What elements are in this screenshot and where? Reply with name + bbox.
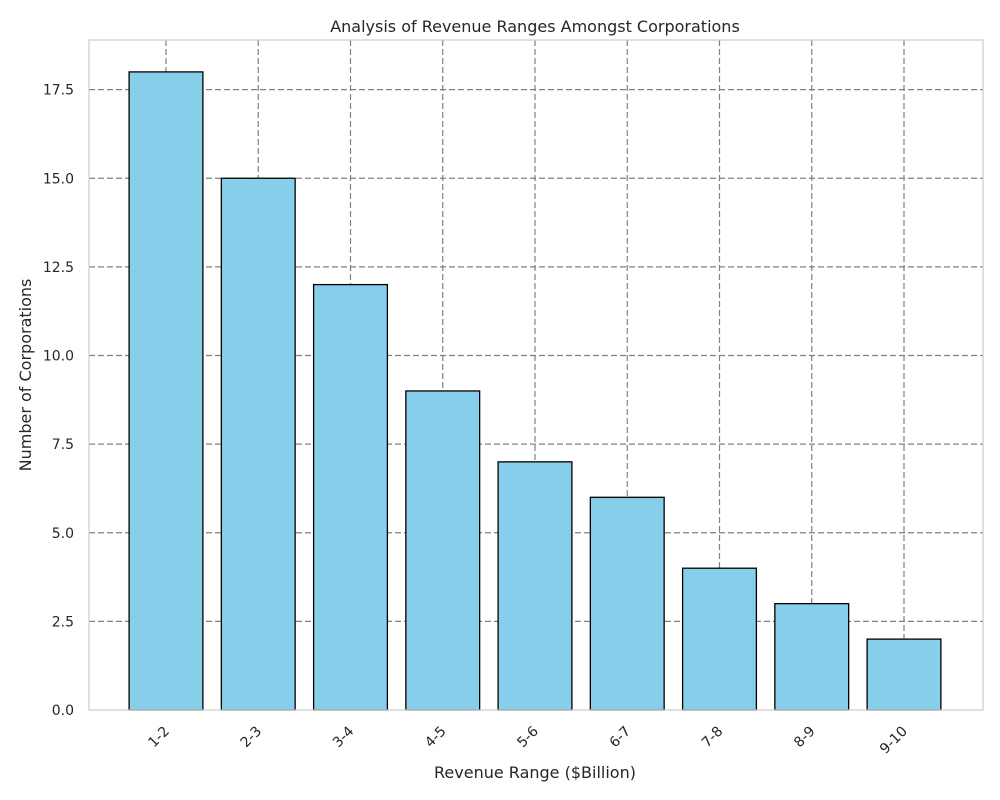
bar-1-2 [128,71,204,711]
x-axis-label: Revenue Range ($Billion) [434,763,636,782]
x-tick-label: 6-7 [607,724,634,751]
y-tick-label: 7.5 [52,437,74,453]
x-tick-label: 5-6 [514,723,542,751]
plot-frame [88,39,984,711]
bar-8-9 [774,603,850,711]
x-tick-label: 8-9 [791,724,818,751]
y-tick-label: 17.5 [43,83,74,99]
bar-3-4 [312,283,389,711]
y-tick-label: 0.0 [52,703,74,719]
x-tick-labels: 1-2 2-3 3-4 4-5 5-6 6-7 7-8 8-9 9-10 [145,723,910,757]
x-tick-label: 9-10 [877,724,911,758]
x-tick-label: 4-5 [422,724,449,751]
y-tick-label: 15.0 [43,171,74,187]
bar-6-7 [589,496,665,711]
y-tick-labels: 0.0 2.5 5.0 7.5 10.0 12.5 15.0 17.5 [43,83,74,719]
y-axis-label: Number of Corporations [16,279,35,472]
bar-2-3 [220,177,296,711]
y-tick-label: 10.0 [43,349,74,365]
bar-7-8 [681,567,758,711]
chart-title: Analysis of Revenue Ranges Amongst Corpo… [330,17,740,36]
x-tick-label: 2-3 [238,724,265,751]
bar-9-10 [866,638,942,711]
x-tick-label: 3-4 [330,723,358,751]
y-tick-label: 2.5 [52,614,74,630]
x-tick-label: 1-2 [145,724,172,751]
y-tick-label: 5.0 [52,526,74,542]
x-tick-label: 7-8 [699,724,726,751]
bars [128,71,942,711]
y-tick-label: 12.5 [43,260,74,276]
bar-4-5 [405,390,481,711]
bar-5-6 [497,461,573,711]
